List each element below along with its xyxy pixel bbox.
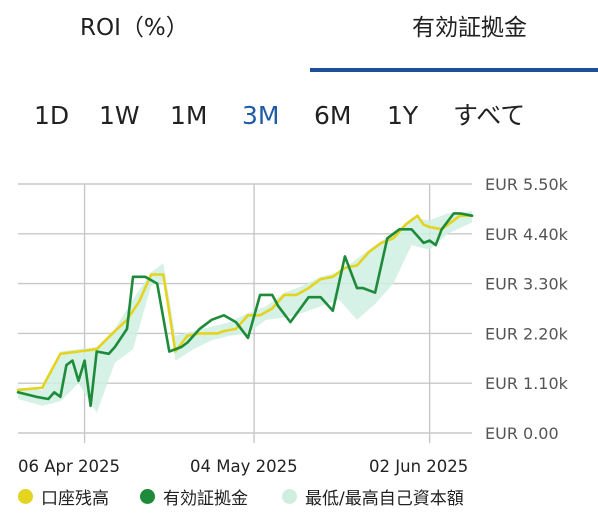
range-all-button[interactable]: すべて	[453, 101, 526, 130]
min-max-equity-band	[18, 211, 472, 413]
legend-item-balance: 口座残高	[18, 482, 109, 510]
equity-chart[interactable]: EUR 0.00 EUR 1.10k EUR 2.20k EUR 3.30k EUR 4…	[0, 150, 598, 480]
tab-bar: ROI（%） 有効証拠金	[0, 0, 598, 74]
y-tick-label: EUR 2.20k	[485, 324, 569, 343]
equity-line	[16, 212, 474, 408]
legend-item-equity: 有効証拠金	[140, 482, 248, 510]
legend-label-balance: 口座残高	[41, 488, 109, 509]
y-tick-label: EUR 0.00	[485, 424, 559, 443]
time-range-selector: 1D 1W 1M 3M 6M 1Y すべて	[0, 96, 598, 136]
legend-label-band: 最低/最高自己資本額	[305, 488, 464, 509]
legend-label-equity: 有効証拠金	[163, 488, 248, 509]
x-tick-label: 06 Apr 2025	[18, 457, 120, 476]
x-tick-label: 02 Jun 2025	[369, 457, 468, 476]
range-1y-button[interactable]: 1Y	[387, 101, 419, 130]
y-tick-label: EUR 3.30k	[485, 275, 569, 294]
y-tick-label: EUR 4.40k	[485, 225, 569, 244]
range-1w-button[interactable]: 1W	[99, 101, 140, 130]
y-tick-label: EUR 5.50k	[485, 175, 569, 194]
balance-swatch-icon	[18, 488, 33, 504]
tab-effective-margin[interactable]: 有効証拠金	[412, 15, 527, 41]
band-swatch-icon	[282, 488, 297, 504]
selected-tab-indicator	[310, 68, 598, 72]
chart-legend: 口座残高 有効証拠金 最低/最高自己資本額	[0, 482, 598, 510]
range-3m-button[interactable]: 3M	[242, 101, 280, 130]
legend-item-band: 最低/最高自己資本額	[282, 482, 464, 510]
x-tick-label: 04 May 2025	[190, 457, 298, 476]
range-1m-button[interactable]: 1M	[170, 101, 208, 130]
equity-swatch-icon	[140, 488, 155, 504]
y-tick-label: EUR 1.10k	[485, 374, 569, 393]
tab-roi[interactable]: ROI（%）	[80, 15, 189, 41]
range-1d-button[interactable]: 1D	[34, 101, 70, 130]
range-6m-button[interactable]: 6M	[314, 101, 352, 130]
